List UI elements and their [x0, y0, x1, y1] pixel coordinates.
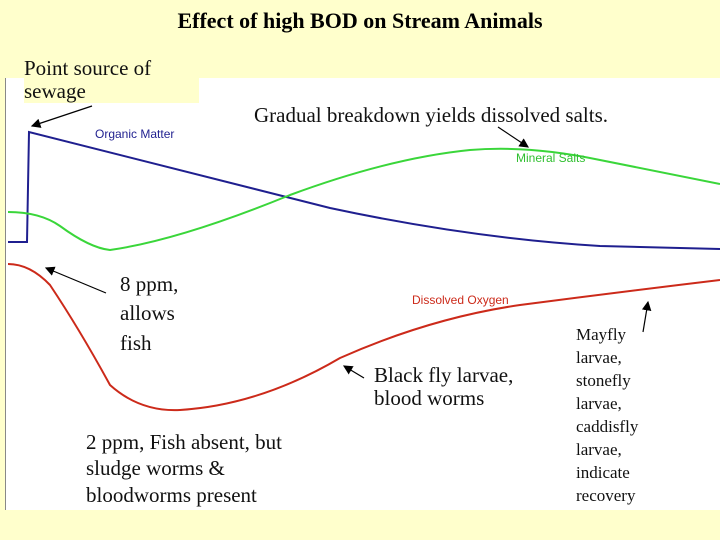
gradual-breakdown-arrow [497, 126, 529, 148]
two-ppm-annotation: 2 ppm, Fish absent, but sludge worms & b… [86, 430, 283, 507]
dissolved-oxygen-label: Dissolved Oxygen [412, 293, 509, 307]
gradual-breakdown-annotation: Gradual breakdown yields dissolved salts… [254, 103, 609, 127]
organic-matter-label: Organic Matter [95, 127, 175, 141]
mayfly-annotation: Mayfly larvae, stonefly larvae, caddisfl… [576, 325, 639, 505]
black-fly-arrow [342, 365, 365, 379]
mineral-salts-label: Mineral Salts [516, 151, 586, 165]
black-fly-annotation: Black fly larvae, blood worms [374, 363, 514, 411]
mayfly-arrow [641, 300, 652, 333]
point-source-annotation: Point source of sewage [24, 56, 199, 104]
organic-matter-curve [8, 130, 720, 250]
page-title: Effect of high BOD on Stream Animals [177, 8, 543, 33]
dissolved-oxygen-curve [7, 263, 720, 412]
eight-ppm-annotation: 8 ppm, allows fish [120, 272, 179, 355]
mineral-salts-curve [7, 147, 720, 252]
point-source-arrow [30, 105, 93, 128]
eight-ppm-arrow [44, 266, 107, 294]
